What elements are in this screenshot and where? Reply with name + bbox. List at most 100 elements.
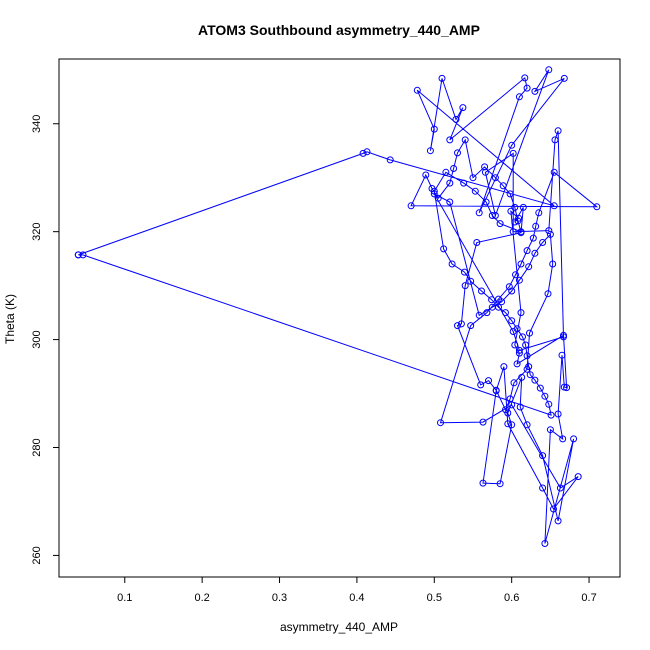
data-point [554,127,562,135]
data-point [79,251,87,259]
data-point [560,74,568,82]
data-point [508,421,516,429]
data-point [413,86,421,94]
data-point [518,373,526,381]
data-point [551,136,559,144]
data-point [473,239,481,246]
data-point [526,329,533,337]
data-point [560,383,568,391]
data-point [512,271,519,279]
data-point [556,484,564,492]
data-point [505,283,513,291]
x-tick-label: 0.6 [504,592,519,604]
data-point [496,220,504,228]
x-axis-label: asymmetry_440_AMP [280,620,398,634]
data-point [475,209,483,217]
x-tick-label: 0.3 [272,592,287,604]
data-point [532,222,540,230]
data-point [554,410,562,418]
x-tick-label: 0.5 [427,592,442,604]
data-point [437,419,444,427]
data-point [517,228,525,236]
data-point [386,156,394,164]
x-tick-label: 0.1 [117,592,132,604]
data-point [519,203,527,211]
data-point [521,74,529,82]
data-point [452,115,460,123]
data-point [541,540,549,547]
data-point [549,260,557,268]
data-point [495,303,502,311]
y-tick-label: 260 [31,546,43,564]
data-point [510,379,518,387]
data-point [446,198,454,206]
data-point [531,376,539,384]
series-line [78,69,599,544]
data-point [513,360,521,368]
data-point [511,341,519,349]
data-point [570,435,578,443]
data-point [485,377,492,385]
data-point [483,309,491,317]
data-point [523,247,531,255]
data-point [508,317,516,325]
data-point [559,435,567,443]
x-tick-label: 0.4 [349,592,364,604]
data-point [461,268,468,276]
plot-frame [58,58,621,578]
data-point [546,230,554,238]
data-point [434,194,442,202]
data-point [471,187,479,195]
data-point [438,74,446,82]
data-point [482,198,490,206]
data-point [525,363,533,371]
data-point [479,418,487,426]
data-point [475,311,483,319]
y-tick-label: 300 [31,330,43,348]
data-point [479,479,487,487]
data-point [450,165,458,172]
data-point [531,249,539,257]
data-point [522,341,530,349]
x-tick-label: 0.7 [581,592,596,604]
data-point [488,296,496,304]
y-tick-label: 320 [31,222,43,240]
data-point [560,331,567,339]
data-point [546,426,554,434]
data-point [593,203,601,211]
data-point [507,207,515,215]
data-point [523,352,531,360]
data-point [515,349,523,357]
data-point [515,276,523,284]
data-point [535,209,543,217]
data-point [500,363,508,371]
data-point [461,136,469,144]
data-point [516,403,524,411]
data-point [541,392,549,400]
data-point [513,325,521,333]
data-point [478,287,485,295]
data-point [517,260,525,268]
data-point [508,401,516,409]
data-point [574,473,582,481]
data-point [547,411,555,419]
data-point [509,149,517,157]
data-point [481,163,489,171]
data-point [506,190,514,198]
data-point [407,202,415,210]
data-point [539,452,547,460]
data-point [502,309,509,317]
data-point [539,239,547,246]
data-point [504,420,512,428]
data-point [523,421,531,429]
data-point [496,480,504,488]
data-point [481,168,489,176]
data-point [539,484,547,492]
data-point [517,309,525,317]
data-point [422,171,430,179]
data-point [446,136,454,144]
data-point [459,104,467,112]
data-point [448,260,456,268]
